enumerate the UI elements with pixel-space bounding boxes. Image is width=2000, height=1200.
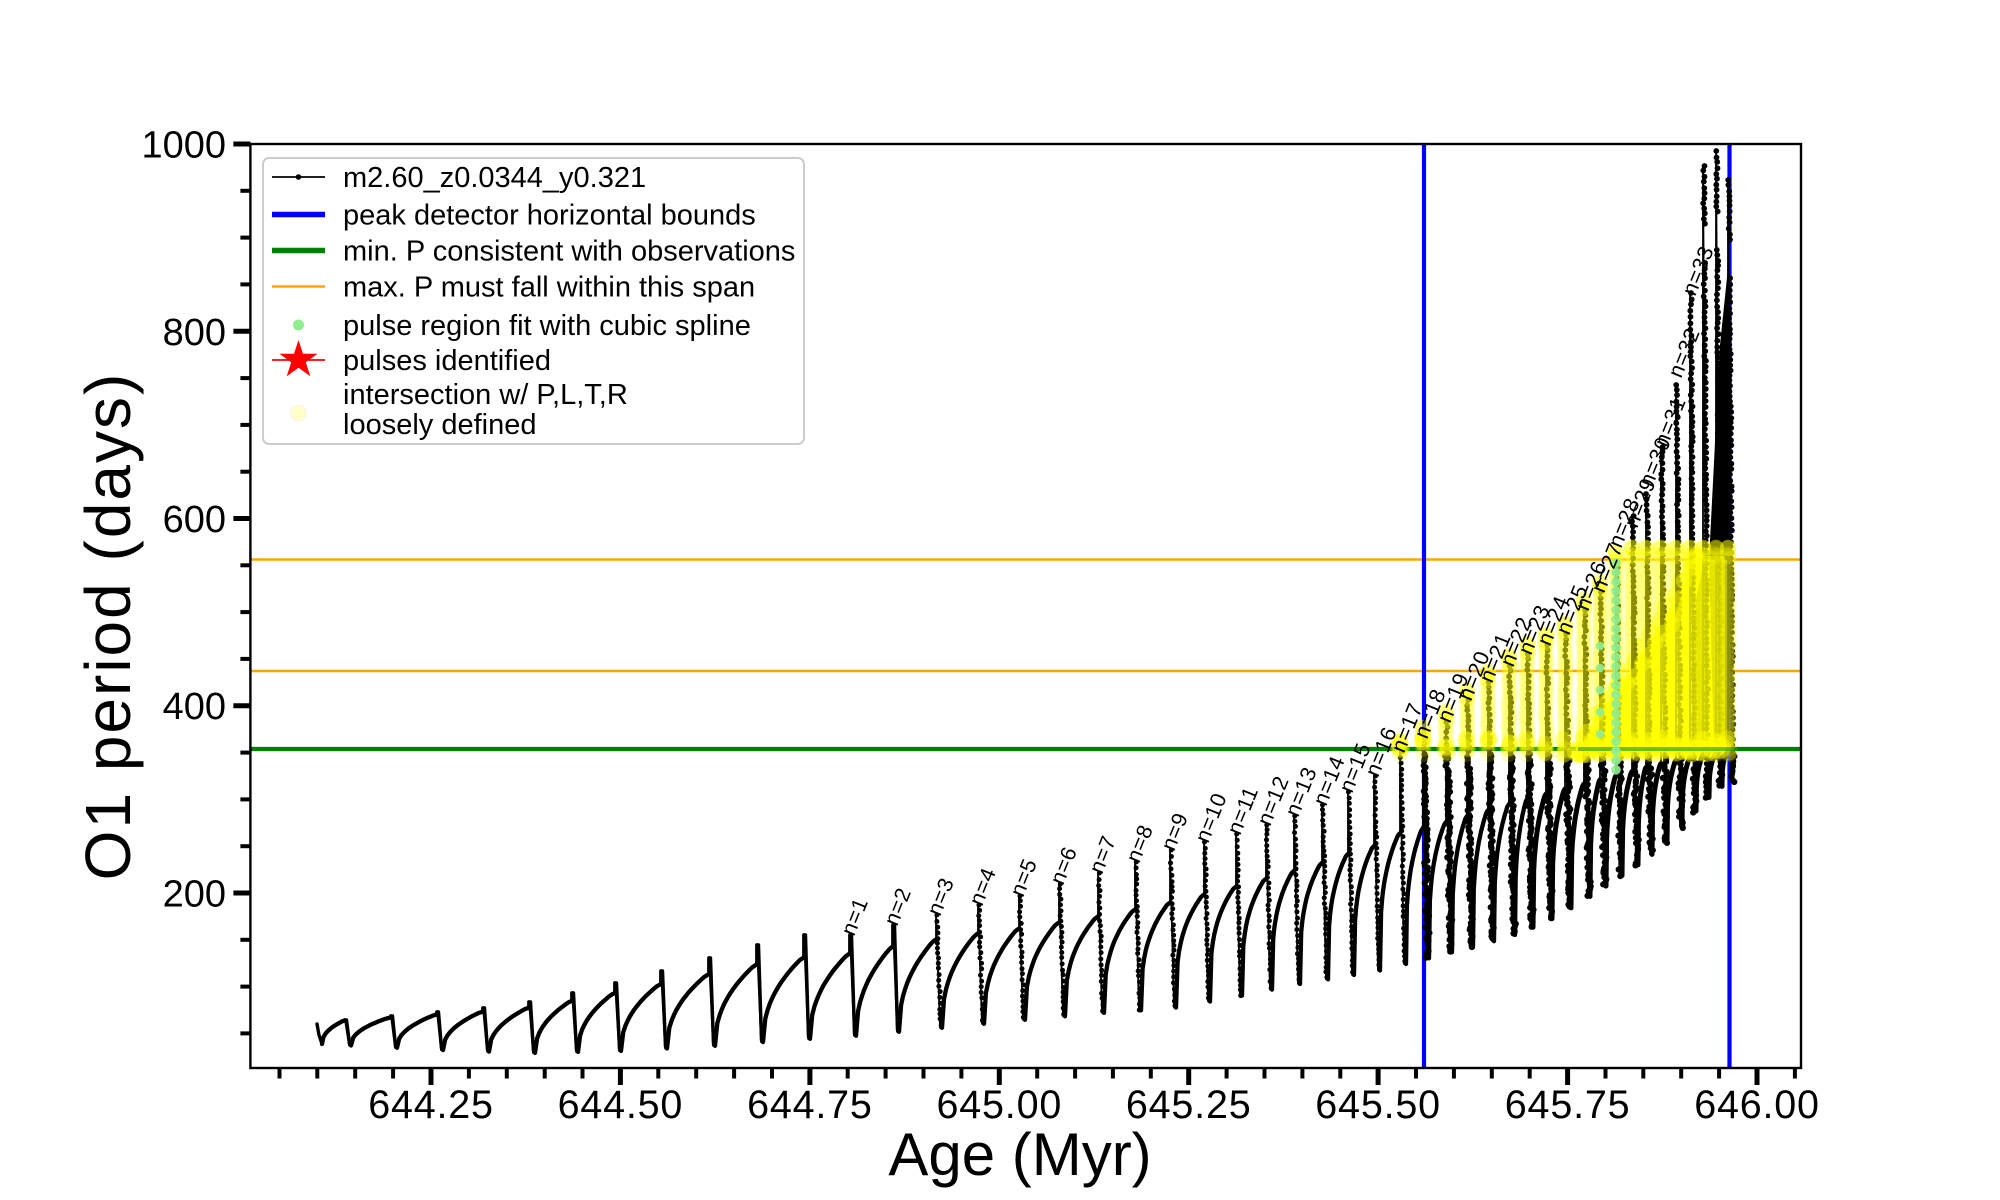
svg-text:max. P must fall within this s: max. P must fall within this span — [343, 272, 755, 304]
svg-text:m2.60_z0.0344_y0.321: m2.60_z0.0344_y0.321 — [343, 162, 646, 194]
svg-text:pulse region fit with cubic sp: pulse region fit with cubic spline — [343, 310, 751, 342]
svg-text:645.75: 645.75 — [1505, 1083, 1631, 1127]
svg-text:intersection w/ P,L,T,R: intersection w/ P,L,T,R — [343, 379, 628, 411]
svg-text:645.50: 645.50 — [1315, 1083, 1441, 1127]
svg-text:400: 400 — [163, 686, 226, 728]
svg-text:pulses identified: pulses identified — [343, 345, 551, 377]
svg-text:645.00: 645.00 — [936, 1083, 1062, 1127]
svg-text:O1 period (days): O1 period (days) — [72, 372, 144, 881]
svg-text:800: 800 — [163, 312, 226, 354]
svg-text:644.75: 644.75 — [747, 1083, 873, 1127]
svg-text:1000: 1000 — [141, 125, 226, 167]
svg-text:646.00: 646.00 — [1694, 1083, 1820, 1127]
svg-text:min. P consistent with observa: min. P consistent with observations — [343, 236, 795, 268]
svg-text:644.50: 644.50 — [558, 1083, 684, 1127]
svg-text:peak detector horizontal bound: peak detector horizontal bounds — [343, 200, 756, 232]
svg-text:Age (Myr): Age (Myr) — [888, 1121, 1151, 1188]
svg-text:645.25: 645.25 — [1126, 1083, 1252, 1127]
svg-text:600: 600 — [163, 499, 226, 541]
svg-text:loosely defined: loosely defined — [343, 409, 536, 441]
svg-text:200: 200 — [163, 874, 226, 916]
svg-text:644.25: 644.25 — [368, 1083, 494, 1127]
